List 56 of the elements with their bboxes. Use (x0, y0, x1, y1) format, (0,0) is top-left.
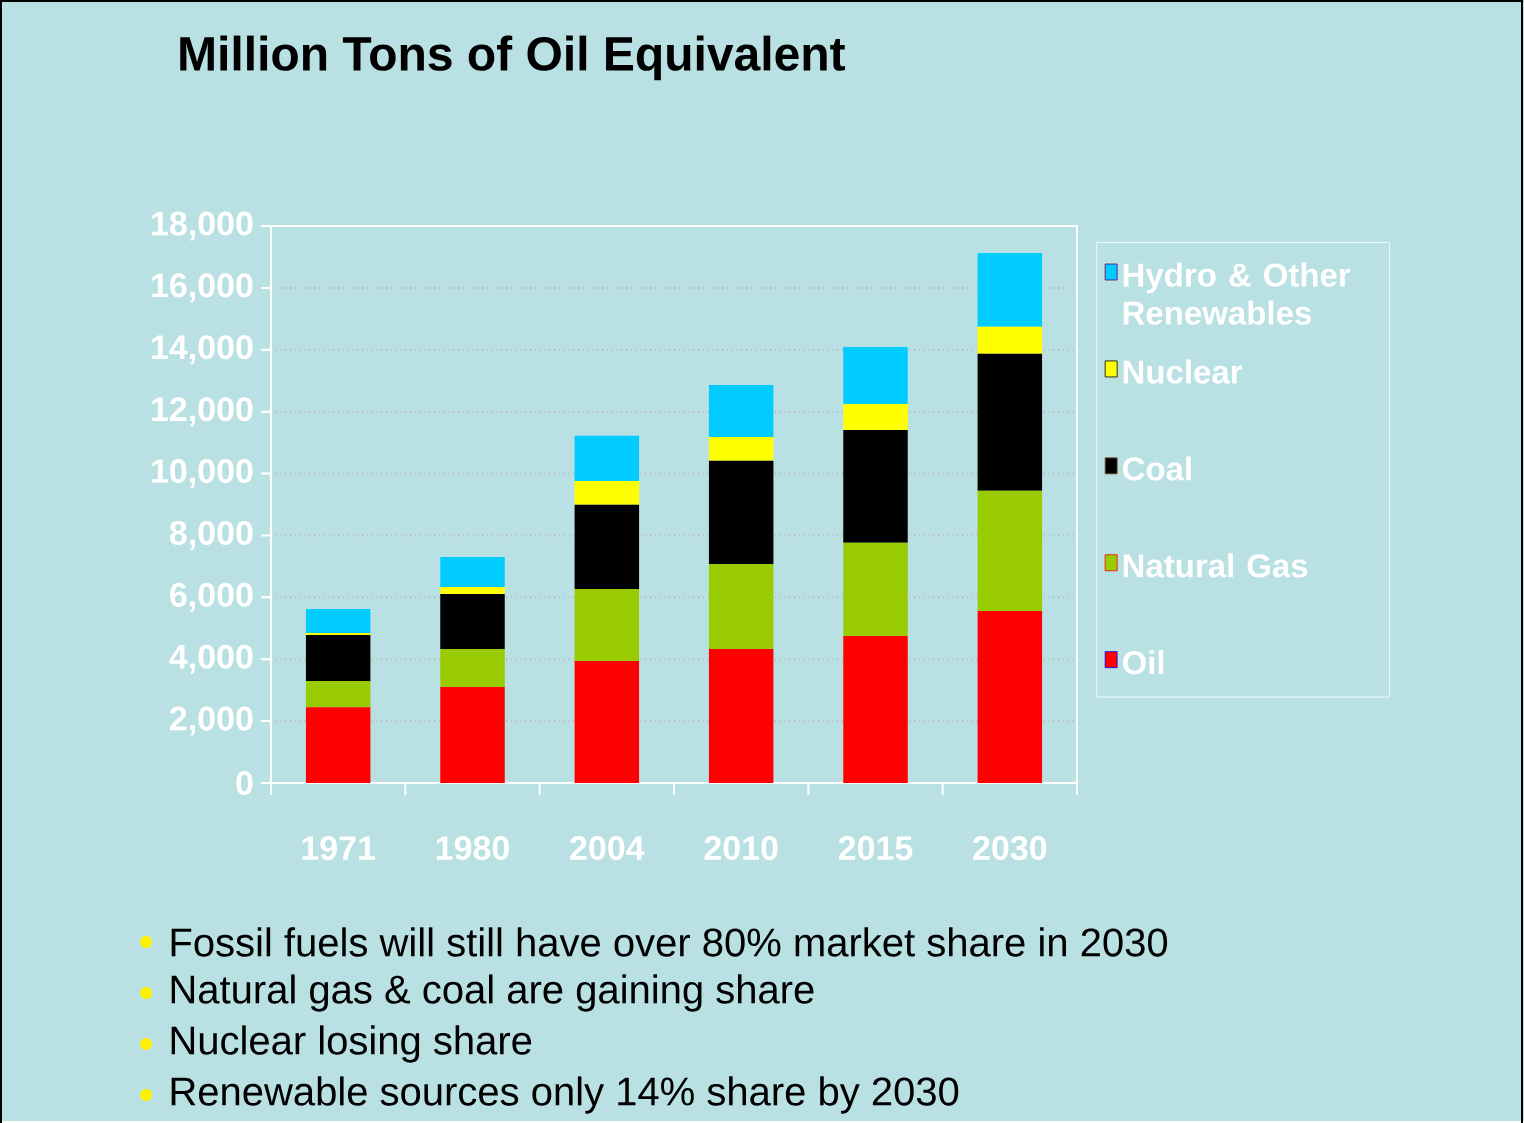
text: Renewable sources only 14% share by 2030 (171, 1076, 959, 1114)
y-tick-label: 14,000 (152, 335, 253, 365)
legend-label: Hydro & Other Renewables (1123, 262, 1351, 325)
bar (305, 632, 371, 636)
y-tick-label: 0 (236, 770, 253, 796)
bar (708, 437, 774, 461)
bar (977, 353, 1043, 491)
text: Fossil fuels will still have over 80% market share in 2030 (171, 927, 1168, 957)
bar (574, 661, 640, 783)
bar (574, 480, 640, 505)
y-tick-label: 12,000 (152, 397, 253, 427)
x-tick-label: 2010 (704, 836, 778, 861)
bar (843, 429, 908, 543)
chart-title: Million Tons of Oil Equivalent (180, 35, 846, 81)
bar (440, 687, 505, 783)
x-tick-label: 2030 (973, 836, 1047, 861)
bar (440, 587, 505, 594)
bar (843, 636, 908, 783)
bar (977, 326, 1043, 354)
legend-label: Oil (1122, 650, 1164, 675)
bar (305, 707, 371, 783)
x-tick-label: 1971 (302, 836, 376, 861)
bar (574, 504, 640, 589)
x-tick-label: 2015 (838, 836, 913, 861)
bar (843, 346, 908, 404)
bar (708, 460, 774, 564)
bar (305, 635, 371, 681)
legend-label: Nuclear (1123, 359, 1243, 384)
bar (708, 649, 774, 783)
legend-label: Natural Gas (1123, 553, 1308, 578)
bar (708, 385, 774, 438)
text: Nuclear losing share (171, 1025, 532, 1063)
x-tick-label: 2004 (570, 836, 645, 861)
text: Natural gas & coal are gaining share (171, 974, 814, 1012)
bar (440, 557, 505, 588)
bar (843, 542, 908, 637)
bar (305, 680, 371, 708)
y-tick-label: 2,000 (170, 706, 253, 736)
bar (708, 563, 774, 650)
y-tick-label: 10,000 (152, 459, 253, 489)
y-tick-label: 6,000 (170, 582, 253, 612)
bar (440, 649, 505, 688)
bar (440, 593, 505, 650)
bar (574, 435, 640, 481)
bar (977, 610, 1043, 783)
bar (977, 252, 1043, 327)
x-tick-label: 1980 (436, 836, 509, 861)
bar (305, 609, 371, 633)
bar (977, 490, 1043, 611)
y-tick-label: 18,000 (152, 211, 253, 241)
legend-label: Coal (1122, 456, 1191, 481)
y-tick-label: 4,000 (169, 644, 253, 674)
y-tick-label: 16,000 (152, 273, 253, 303)
y-tick-label: 8,000 (169, 520, 253, 550)
bar (843, 403, 908, 430)
bar (574, 588, 640, 662)
